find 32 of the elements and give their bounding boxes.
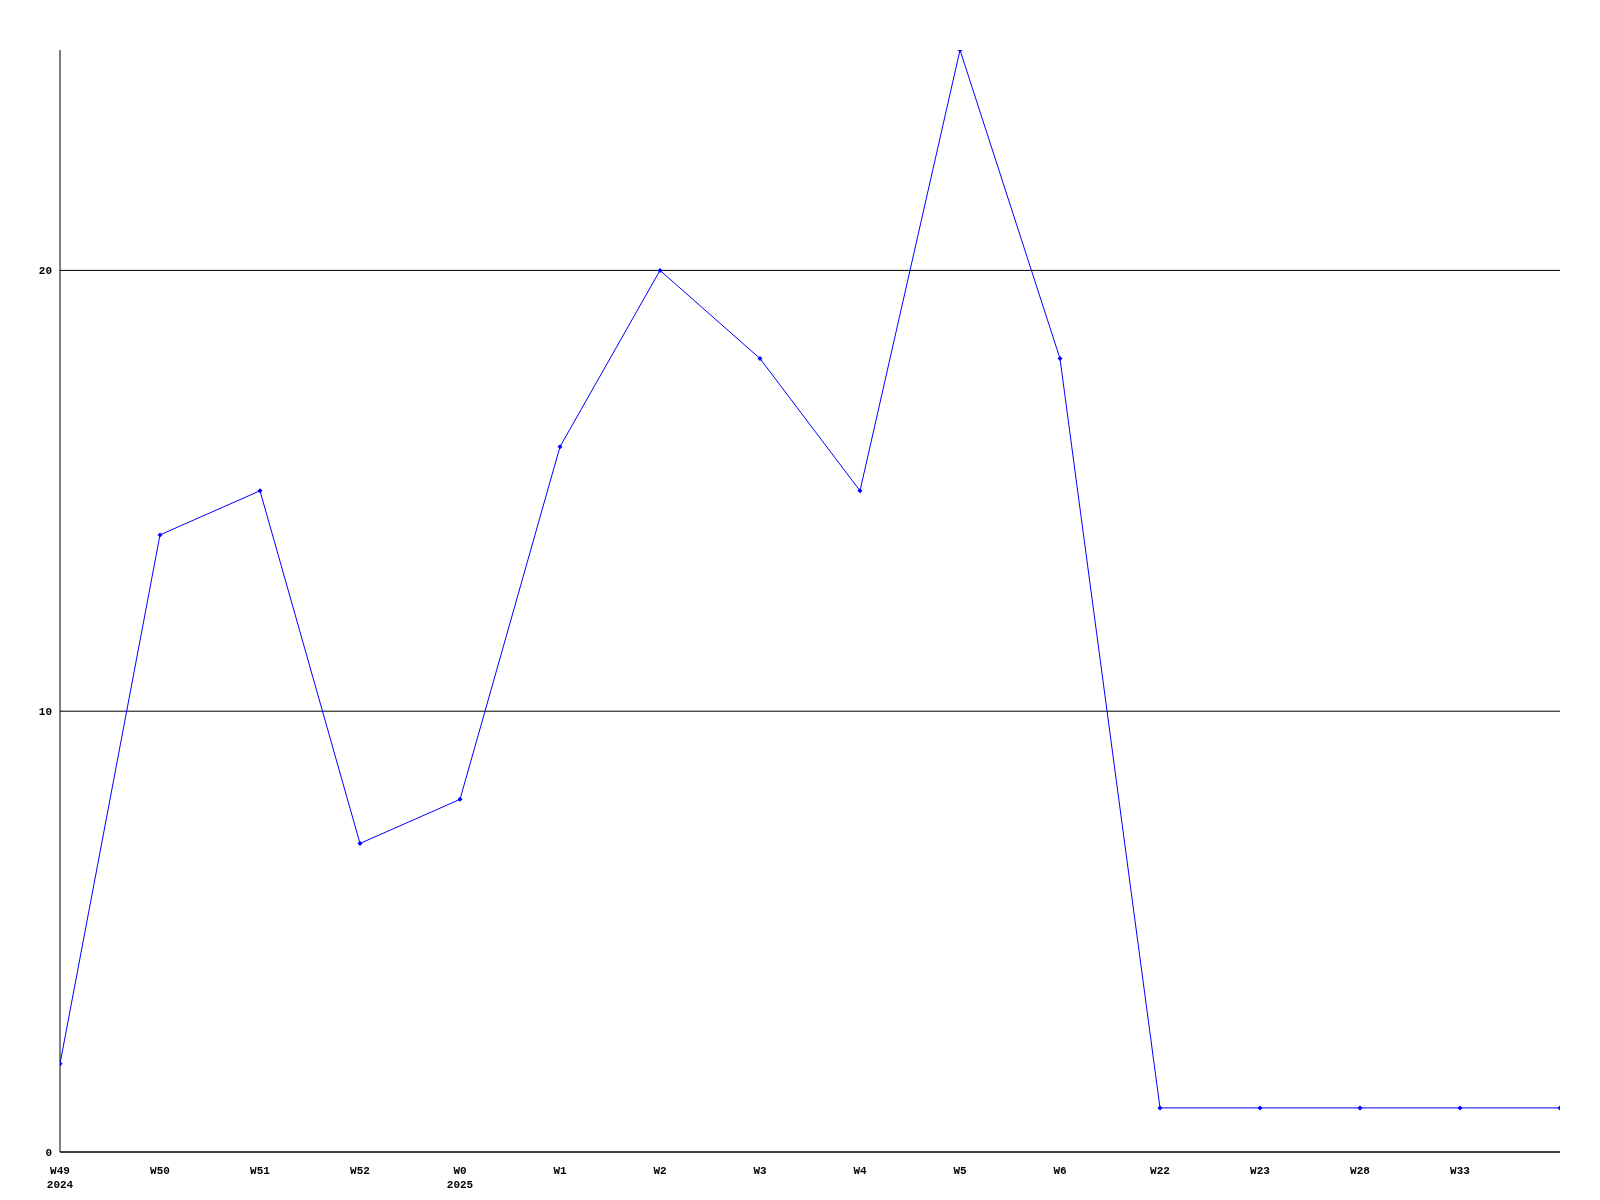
- x-tick-label: W1: [553, 1165, 567, 1177]
- point: [157, 532, 163, 538]
- x-tick-label: W52: [350, 1165, 370, 1177]
- point: [757, 356, 763, 362]
- x-tick-label: W5: [953, 1165, 967, 1177]
- point: [1057, 356, 1063, 362]
- x-tick-label: W6: [1053, 1165, 1067, 1177]
- point: [657, 267, 663, 273]
- point: [257, 488, 263, 494]
- point: [1357, 1105, 1363, 1111]
- line-series: [60, 50, 1560, 1111]
- x-tick-label: W3: [753, 1165, 767, 1177]
- point: [1257, 1105, 1263, 1111]
- x-tick-label: W49 2024: [46, 1165, 74, 1191]
- y-tick-label: 0: [45, 1146, 52, 1159]
- x-tick-label: W4: [853, 1165, 867, 1177]
- x-tick-label: W51: [250, 1165, 271, 1177]
- point: [457, 796, 463, 802]
- x-tick-label: W23: [1250, 1165, 1271, 1177]
- y-tick-label: 10: [38, 706, 52, 719]
- x-tick-label: W50: [150, 1165, 170, 1177]
- point: [557, 444, 563, 450]
- point: [1457, 1105, 1463, 1111]
- point: [357, 840, 363, 846]
- y-tick-label: 20: [38, 265, 52, 278]
- x-tick-label: W2: [653, 1165, 667, 1177]
- x-tick-label: W28: [1350, 1165, 1371, 1177]
- x-tick-label: W33: [1450, 1165, 1471, 1177]
- point: [1157, 1105, 1163, 1111]
- x-tick-label: W0 2025: [446, 1165, 474, 1191]
- x-tick-label: W22: [1150, 1165, 1170, 1177]
- point: [857, 488, 863, 494]
